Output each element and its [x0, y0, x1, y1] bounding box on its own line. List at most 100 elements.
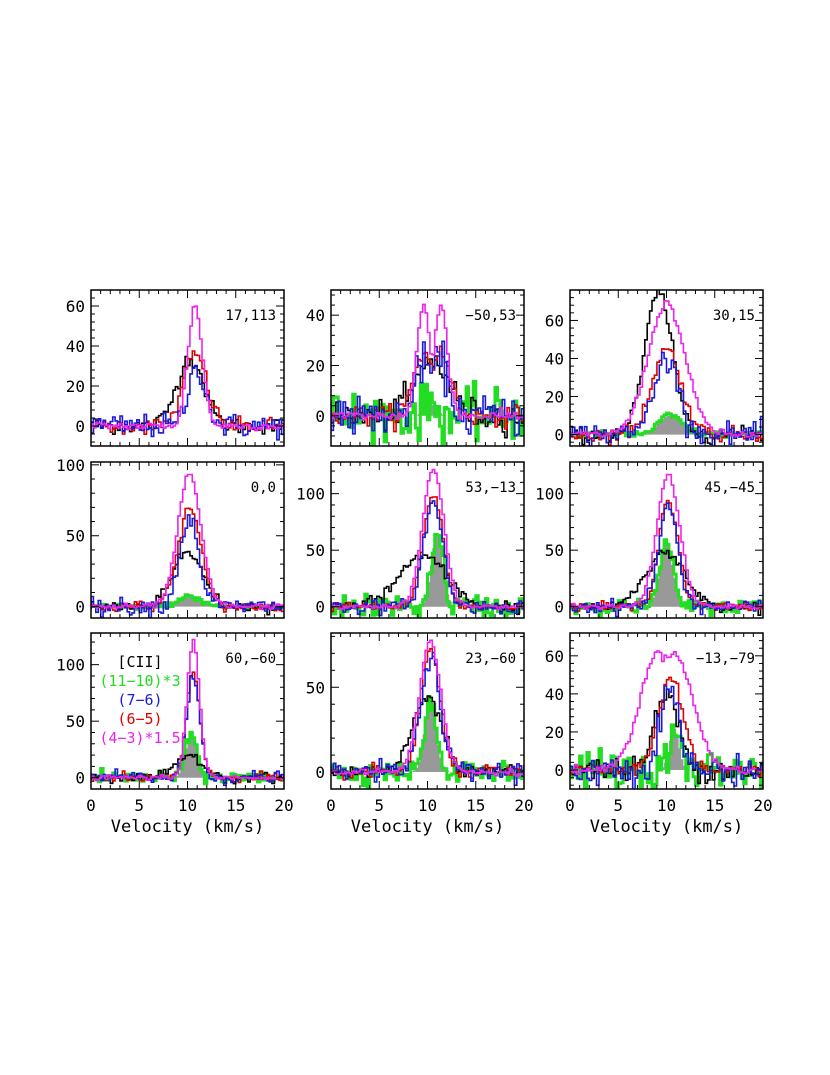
x-tick-label: 20: [274, 796, 293, 815]
y-tick-label: 50: [545, 541, 564, 560]
series-co-7-6: [331, 651, 524, 786]
x-tick-label: 0: [86, 796, 96, 815]
x-axis-label: Velocity (km/s): [111, 817, 265, 837]
y-tick-label: 40: [545, 349, 564, 368]
y-tick-label: 40: [66, 337, 85, 356]
y-tick-label: 20: [545, 723, 564, 742]
panel-2: 0 20 40 −50,53: [306, 289, 525, 447]
fill-11-10: [570, 415, 763, 435]
y-tick-label: 100: [296, 485, 325, 504]
y-tick-label: 0: [315, 598, 325, 617]
y-tick-label: 50: [66, 712, 85, 731]
x-axis-label: Velocity (km/s): [351, 817, 505, 837]
plot-area: [331, 639, 524, 789]
fill-11-10: [91, 596, 284, 607]
legend-entry: (6−5): [117, 710, 162, 728]
panel-3: 0 20 40 60 30,15: [545, 289, 764, 447]
y-tick-label: 60: [545, 311, 564, 330]
x-tick-label: 10: [418, 796, 437, 815]
x-tick-label: 5: [374, 796, 384, 815]
series-co-6-5: [91, 507, 284, 613]
y-tick-label: 100: [56, 656, 85, 675]
series-co-7-6: [331, 340, 524, 437]
y-tick-label: 50: [66, 527, 85, 546]
y-tick-label: 60: [66, 297, 85, 316]
series-co-4-3: [570, 650, 763, 775]
series-co-11-10: [331, 532, 524, 618]
y-tick-label: 20: [66, 377, 85, 396]
series-co-4-3: [91, 305, 284, 432]
plot-area: [570, 473, 763, 618]
x-tick-label: 20: [753, 796, 772, 815]
plot-area: [570, 650, 763, 789]
panel-5: 0 50 100 53,−13: [296, 461, 525, 619]
y-tick-label: 50: [306, 678, 325, 697]
series-co-4-3: [331, 303, 524, 421]
y-tick-label: 0: [554, 598, 564, 617]
y-tick-label: 0: [554, 761, 564, 780]
series-co-4-3: [91, 638, 284, 782]
y-tick-label: 20: [306, 356, 325, 375]
x-tick-label: 15: [466, 796, 485, 815]
y-tick-label: 100: [535, 485, 564, 504]
x-tick-label: 10: [178, 796, 197, 815]
y-tick-label: 60: [545, 647, 564, 666]
x-tick-label: 0: [565, 796, 575, 815]
y-tick-label: 20: [545, 388, 564, 407]
plot-area: [331, 468, 524, 618]
series-co-6-5: [331, 345, 524, 433]
fill-11-10: [570, 545, 763, 607]
fill-11-10: [331, 701, 524, 773]
panel-7: 0 50 100 0 5 10 15 20 Velocity (km/s) 60,−60: [56, 632, 294, 837]
legend-entry: [CII]: [117, 653, 162, 671]
panel-8: 0 50 0 5 10 15 20 Velocity (km/s) 23,−60: [306, 632, 534, 837]
panel-6: 0 50 100 45,−45: [535, 461, 764, 619]
x-tick-label: 5: [613, 796, 623, 815]
position-label: 0,0: [251, 480, 276, 496]
position-label: 45,−45: [704, 480, 755, 496]
panel-4: 0 50 100 0,0: [56, 456, 285, 619]
series-co-4-3: [91, 473, 284, 611]
position-label: 53,−13: [465, 480, 516, 496]
series-co-7-6: [331, 500, 524, 617]
series-co-11-10: [570, 723, 763, 789]
x-tick-label: 0: [326, 796, 336, 815]
series-co-4-3: [570, 473, 763, 611]
y-tick-label: 0: [315, 763, 325, 782]
plot-area: [570, 290, 763, 446]
series-co-4-3: [570, 300, 763, 438]
x-tick-label: 5: [134, 796, 144, 815]
plot-area: [91, 305, 284, 441]
legend-entry: (7−6): [117, 691, 162, 709]
plot-area: [91, 473, 284, 618]
position-label: −13,−79: [696, 651, 755, 667]
plot-area: [331, 303, 524, 446]
position-label: 17,113: [225, 308, 276, 324]
series-co-4-3: [331, 468, 524, 611]
x-tick-label: 15: [705, 796, 724, 815]
y-tick-label: 40: [306, 306, 325, 325]
y-tick-label: 100: [56, 456, 85, 475]
plot-area: [91, 638, 284, 787]
x-tick-label: 20: [514, 796, 533, 815]
legend: [CII](11−10)*3(7−6)(6−5)(4−3)*1.5: [99, 653, 180, 747]
position-label: 30,15: [713, 308, 755, 324]
y-tick-label: 0: [75, 769, 85, 788]
y-tick-label: 0: [554, 426, 564, 445]
x-tick-label: 10: [657, 796, 676, 815]
y-tick-label: 40: [545, 685, 564, 704]
panel-1: 0 20 40 60 17,113: [66, 289, 285, 447]
position-label: 60,−60: [225, 651, 276, 667]
legend-entry: (11−10)*3: [99, 672, 180, 690]
y-tick-label: 50: [306, 541, 325, 560]
panel-9: 0 20 40 60 0 5 10 15 20 Velocity (km/s) −13,−79: [545, 632, 773, 837]
series-co-4-3: [331, 639, 524, 777]
y-tick-label: 0: [75, 598, 85, 617]
y-tick-label: 0: [315, 407, 325, 426]
x-axis-label: Velocity (km/s): [590, 817, 744, 837]
y-tick-label: 0: [75, 417, 85, 436]
x-tick-label: 15: [226, 796, 245, 815]
position-label: −50,53: [465, 308, 516, 324]
legend-entry: (4−3)*1.5: [99, 729, 180, 747]
